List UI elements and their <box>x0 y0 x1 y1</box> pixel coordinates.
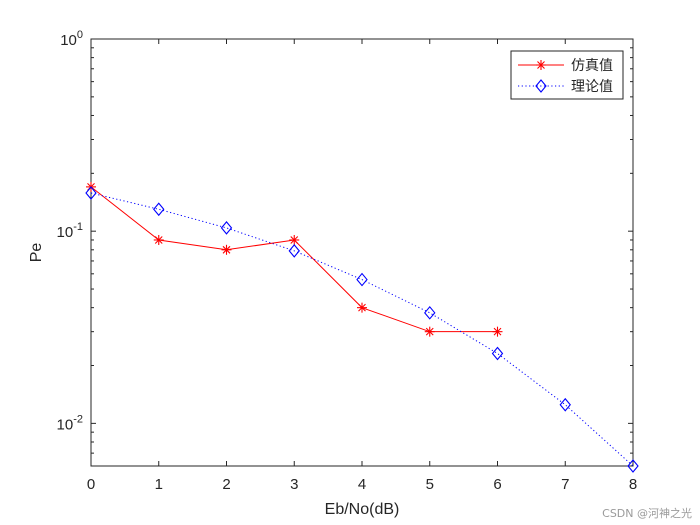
x-tick-label: 8 <box>629 476 637 493</box>
legend-label-1: 仿真值 <box>571 58 613 74</box>
legend-marker-2 <box>535 79 547 93</box>
series-1-point <box>153 234 164 245</box>
series-1-point <box>289 234 300 245</box>
x-tick-label: 5 <box>426 476 434 493</box>
x-axis-title: Eb/No(dB) <box>325 501 400 518</box>
series-1-point <box>424 326 435 337</box>
legend-box <box>510 50 624 100</box>
y-tick-label: 10-2 <box>57 413 83 433</box>
series-2-point <box>356 272 368 287</box>
x-tick-label: 6 <box>493 476 501 493</box>
series-2-point <box>153 202 165 217</box>
series-1-point <box>492 326 503 337</box>
series-2-point <box>491 346 504 361</box>
x-tick-label: 7 <box>561 476 569 493</box>
watermark: CSDN @河神之光 <box>602 507 692 520</box>
series-1-point <box>357 302 367 313</box>
x-tick-label: 2 <box>222 476 230 493</box>
series-2-point <box>627 459 639 473</box>
series-2-point <box>220 221 233 235</box>
series-2-point <box>559 397 571 412</box>
series-line-2 <box>90 192 634 467</box>
series-2-point <box>288 243 300 258</box>
x-tick-label: 1 <box>155 476 163 493</box>
x-tick-label: 3 <box>290 476 298 493</box>
plot-area: 0 1 2 3 4 5 6 7 8 10-2 10-1 100 <box>57 29 639 493</box>
x-tick-label: 0 <box>87 476 95 493</box>
y-tick-label: 10-1 <box>57 221 83 241</box>
y-tick-label: 100 <box>60 29 83 49</box>
legend-marker-1 <box>536 60 546 70</box>
series-2-point <box>424 305 436 320</box>
series-1-point <box>221 244 232 255</box>
x-tick-label: 4 <box>358 476 366 493</box>
y-axis-title: Pe <box>28 243 45 263</box>
series-2-point <box>85 186 97 200</box>
legend-label-2: 理论值 <box>571 79 613 95</box>
